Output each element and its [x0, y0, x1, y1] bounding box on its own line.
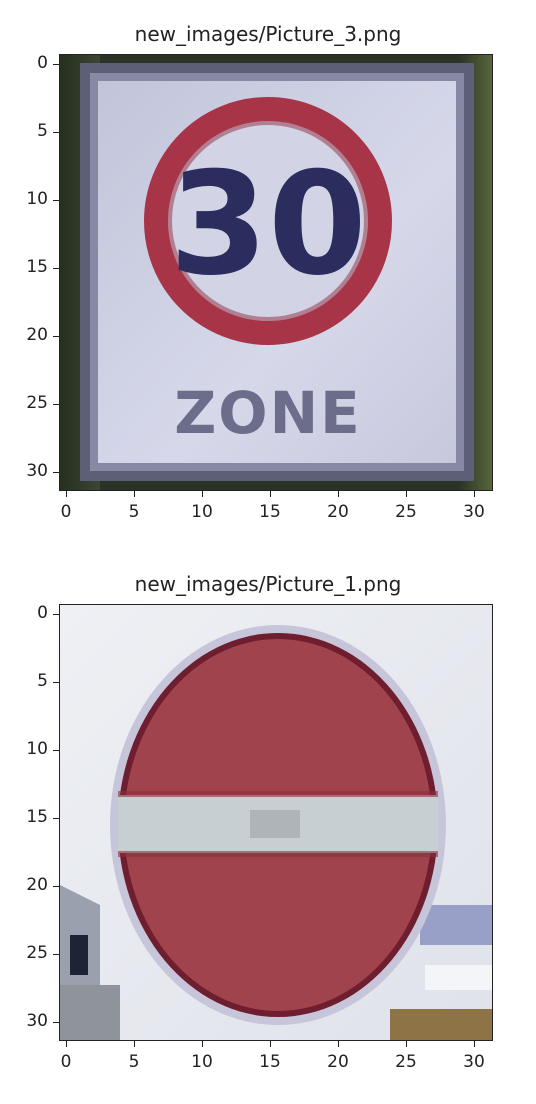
x-tick-label: 0	[51, 502, 81, 522]
image-title-1: new_images/Picture_3.png	[0, 22, 536, 46]
y-tick-label: 20	[8, 325, 48, 345]
x-tick-label: 0	[51, 1052, 81, 1072]
x-tick-label: 30	[459, 1052, 489, 1072]
x-tick-label: 20	[323, 502, 353, 522]
x-tick-label: 25	[391, 1052, 421, 1072]
x-tick-label: 5	[119, 502, 149, 522]
y-tick-label: 15	[8, 257, 48, 277]
y-tick-label: 0	[8, 53, 48, 73]
no-entry-sign-image	[60, 605, 493, 1041]
y-tick-label: 25	[8, 393, 48, 413]
y-tick-label: 5	[8, 671, 48, 691]
image-plot-2	[59, 604, 493, 1041]
sign-zone-text: ZONE	[174, 379, 362, 447]
x-tick-label: 15	[255, 502, 285, 522]
x-tick-label: 25	[391, 502, 421, 522]
y-tick-label: 5	[8, 121, 48, 141]
x-tick-label: 30	[459, 502, 489, 522]
x-tick-label: 5	[119, 1052, 149, 1072]
y-tick-label: 30	[8, 461, 48, 481]
x-tick-label: 20	[323, 1052, 353, 1072]
y-tick-label: 10	[8, 739, 48, 759]
y-tick-label: 10	[8, 189, 48, 209]
speed-limit-sign-image: 30 ZONE	[60, 55, 493, 491]
y-tick-label: 0	[8, 603, 48, 623]
x-tick-label: 10	[187, 502, 217, 522]
image-plot-1: 30 ZONE	[59, 54, 493, 491]
x-tick-label: 10	[187, 1052, 217, 1072]
y-tick-label: 15	[8, 807, 48, 827]
y-tick-label: 30	[8, 1011, 48, 1031]
image-title-2: new_images/Picture_1.png	[0, 572, 536, 596]
x-tick-label: 15	[255, 1052, 285, 1072]
sign-number: 30	[169, 142, 367, 307]
y-tick-label: 20	[8, 875, 48, 895]
y-tick-label: 25	[8, 943, 48, 963]
